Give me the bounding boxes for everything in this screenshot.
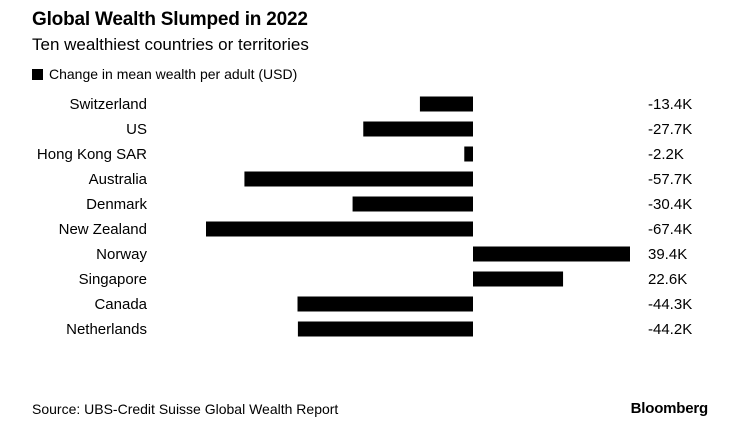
category-label-singapore: Singapore bbox=[79, 271, 147, 288]
bar-netherlands bbox=[297, 321, 473, 337]
bloomberg-logo: Bloomberg bbox=[630, 400, 709, 417]
category-label-canada: Canada bbox=[94, 296, 147, 313]
bar-hong-kong-sar bbox=[464, 146, 473, 162]
value-label-us: -27.7K bbox=[648, 121, 692, 138]
legend-swatch bbox=[32, 68, 43, 80]
category-label-australia: Australia bbox=[89, 171, 148, 188]
value-label-australia: -57.7K bbox=[648, 171, 692, 188]
chart-title: Global Wealth Slumped in 2022 bbox=[32, 9, 308, 30]
category-label-norway: Norway bbox=[96, 246, 147, 263]
category-label-us: US bbox=[126, 121, 147, 138]
category-label-netherlands: Netherlands bbox=[66, 321, 147, 338]
bar-denmark bbox=[352, 196, 473, 212]
value-label-norway: 39.4K bbox=[648, 246, 687, 263]
category-label-new-zealand: New Zealand bbox=[59, 221, 147, 238]
bar-switzerland bbox=[419, 96, 473, 112]
bar-norway bbox=[473, 246, 630, 262]
category-label-hong-kong-sar: Hong Kong SAR bbox=[37, 146, 147, 163]
legend-label: Change in mean wealth per adult (USD) bbox=[49, 66, 298, 82]
category-label-denmark: Denmark bbox=[86, 196, 147, 213]
source-note: Source: UBS-Credit Suisse Global Wealth … bbox=[32, 401, 339, 417]
chart-legend: Change in mean wealth per adult (USD) bbox=[32, 66, 297, 82]
category-label-switzerland: Switzerland bbox=[69, 96, 147, 113]
bar-australia bbox=[244, 171, 473, 187]
value-label-canada: -44.3K bbox=[648, 296, 692, 313]
bar-singapore bbox=[473, 271, 564, 287]
value-label-new-zealand: -67.4K bbox=[648, 221, 692, 238]
value-label-denmark: -30.4K bbox=[648, 196, 692, 213]
bar-new-zealand bbox=[206, 221, 473, 237]
chart-subtitle: Ten wealthiest countries or territories bbox=[32, 35, 309, 54]
value-label-netherlands: -44.2K bbox=[648, 321, 692, 338]
bar-canada bbox=[297, 296, 473, 312]
bar-us bbox=[363, 121, 473, 137]
value-label-hong-kong-sar: -2.2K bbox=[648, 146, 684, 163]
value-label-singapore: 22.6K bbox=[648, 271, 687, 288]
value-label-switzerland: -13.4K bbox=[648, 96, 692, 113]
